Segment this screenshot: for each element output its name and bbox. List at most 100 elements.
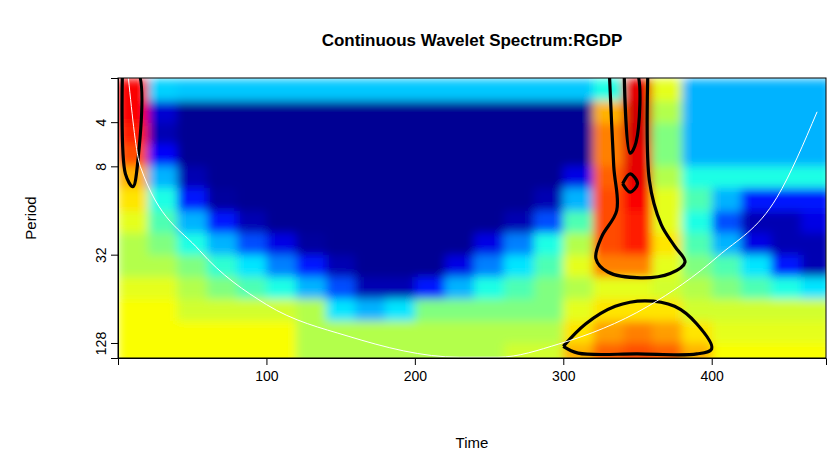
x-tick-mark bbox=[266, 358, 267, 365]
heat-cell bbox=[385, 233, 415, 256]
heat-cell bbox=[504, 343, 534, 358]
heat-cell bbox=[266, 123, 296, 145]
heat-cell bbox=[801, 166, 826, 189]
heat-cell bbox=[118, 277, 148, 300]
heat-cell bbox=[385, 277, 415, 300]
heat-cell bbox=[712, 299, 742, 322]
x-tick-label: 400 bbox=[701, 368, 725, 384]
heat-cell bbox=[355, 101, 385, 124]
heat-cell bbox=[741, 233, 771, 256]
heat-cell bbox=[296, 188, 326, 211]
heat-cell bbox=[445, 188, 475, 211]
heat-cell bbox=[771, 343, 801, 358]
heat-cell bbox=[563, 211, 593, 234]
heat-cell bbox=[326, 321, 356, 344]
heat-cell bbox=[712, 343, 742, 358]
heat-cell bbox=[266, 101, 296, 124]
heat-cell bbox=[148, 188, 178, 211]
y-tick: 128 bbox=[93, 332, 118, 356]
heat-cell bbox=[296, 101, 326, 124]
heat-cell bbox=[593, 123, 623, 145]
heat-cell bbox=[534, 123, 564, 145]
y-tick-mark bbox=[111, 255, 118, 256]
heat-cell bbox=[682, 277, 712, 300]
heat-cell bbox=[474, 255, 504, 278]
heat-cell bbox=[207, 79, 237, 102]
heat-cell bbox=[801, 277, 826, 300]
heat-cell bbox=[682, 188, 712, 211]
chart-title: Continuous Wavelet Spectrum:RGDP bbox=[322, 31, 623, 50]
heat-cell bbox=[177, 123, 207, 145]
heat-cell bbox=[534, 299, 564, 322]
heat-cell bbox=[474, 211, 504, 234]
heat-cell bbox=[237, 255, 267, 278]
heat-cell bbox=[741, 211, 771, 234]
heat-cell bbox=[474, 144, 504, 166]
y-axis: 4832128 bbox=[93, 79, 119, 359]
heat-cell bbox=[326, 188, 356, 211]
heat-cell bbox=[415, 299, 445, 322]
heat-cell bbox=[177, 211, 207, 234]
heat-cell bbox=[148, 144, 178, 166]
heat-cell bbox=[771, 233, 801, 256]
x-tick-label: 200 bbox=[404, 368, 428, 384]
y-tick: 8 bbox=[93, 163, 118, 171]
y-axis-line bbox=[111, 79, 119, 359]
heat-cell bbox=[266, 277, 296, 300]
x-tick: 100 bbox=[255, 358, 279, 384]
heat-cell bbox=[355, 211, 385, 234]
heat-cell bbox=[771, 101, 801, 124]
heat-cell bbox=[771, 79, 801, 102]
heat-cell bbox=[445, 255, 475, 278]
heat-cell bbox=[623, 233, 653, 256]
heat-cell bbox=[474, 101, 504, 124]
heat-cell bbox=[504, 233, 534, 256]
heat-cell bbox=[563, 144, 593, 166]
heat-cell bbox=[207, 166, 237, 189]
significance-contour bbox=[624, 78, 640, 153]
heat-cell bbox=[177, 343, 207, 358]
heat-cell bbox=[593, 211, 623, 234]
heat-cell bbox=[385, 255, 415, 278]
heat-cell bbox=[237, 321, 267, 344]
heat-cell bbox=[207, 123, 237, 145]
x-tick: 300 bbox=[552, 358, 576, 384]
heat-cell bbox=[682, 166, 712, 189]
heat-cell bbox=[266, 233, 296, 256]
heat-cell bbox=[207, 299, 237, 322]
heat-cell bbox=[148, 166, 178, 189]
heat-cell bbox=[593, 277, 623, 300]
significance-contour bbox=[563, 301, 712, 355]
heat-cell bbox=[712, 79, 742, 102]
y-tick-mark bbox=[111, 166, 118, 167]
heat-cell bbox=[741, 321, 771, 344]
heat-cell bbox=[801, 188, 826, 211]
heat-cell bbox=[385, 211, 415, 234]
heat-cell bbox=[177, 233, 207, 256]
heat-cell bbox=[237, 211, 267, 234]
heat-cell bbox=[741, 123, 771, 145]
heat-cell bbox=[207, 277, 237, 300]
heat-cell bbox=[712, 233, 742, 256]
x-tick-mark bbox=[712, 358, 713, 365]
heat-cell bbox=[355, 144, 385, 166]
heat-cell bbox=[682, 299, 712, 322]
heat-cell bbox=[445, 343, 475, 358]
heat-cell bbox=[207, 321, 237, 344]
heat-cell bbox=[801, 321, 826, 344]
heat-cell bbox=[355, 188, 385, 211]
heat-cell bbox=[652, 123, 682, 145]
heat-cell bbox=[682, 123, 712, 145]
heat-cell bbox=[741, 188, 771, 211]
heat-cell bbox=[712, 144, 742, 166]
heat-cell bbox=[385, 299, 415, 322]
heat-cell bbox=[534, 144, 564, 166]
heat-cell bbox=[682, 79, 712, 102]
heat-cell bbox=[237, 166, 267, 189]
heat-cell bbox=[118, 255, 148, 278]
significance-contour bbox=[122, 78, 142, 187]
heat-cell bbox=[148, 211, 178, 234]
heat-cell bbox=[712, 101, 742, 124]
heat-cell bbox=[355, 255, 385, 278]
heat-cell bbox=[771, 123, 801, 145]
